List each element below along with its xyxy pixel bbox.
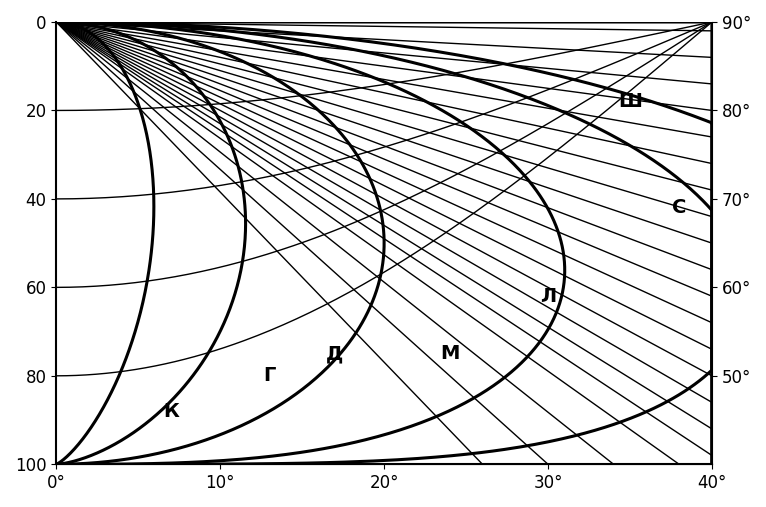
Text: Л: Л [540, 287, 556, 306]
Text: Д: Д [326, 344, 344, 363]
Text: Г: Г [264, 367, 276, 385]
Text: С: С [672, 198, 686, 218]
Text: Ш: Ш [618, 92, 642, 111]
Text: М: М [440, 344, 460, 363]
Text: К: К [163, 402, 179, 421]
